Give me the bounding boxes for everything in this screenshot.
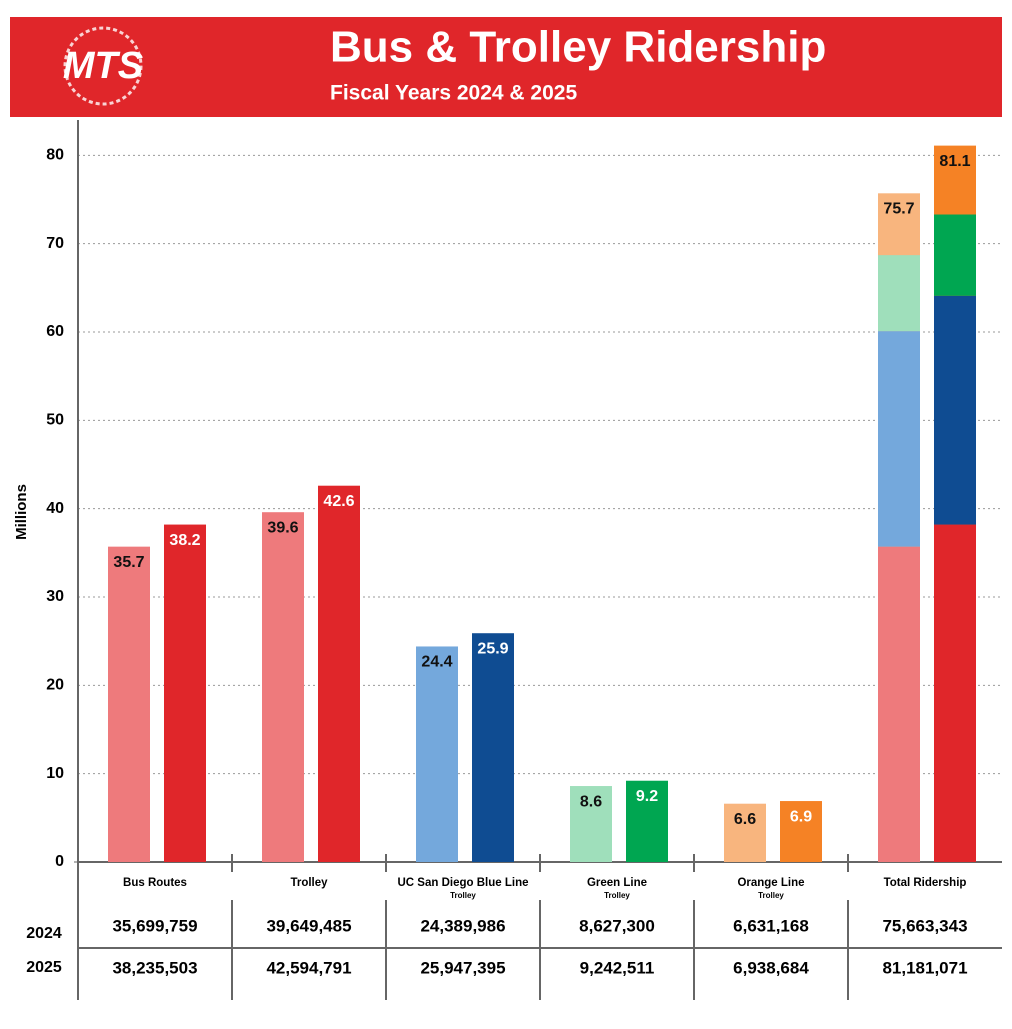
logo: MTS [63, 45, 143, 87]
x-tick-label: Bus Routes [123, 877, 187, 889]
bar [164, 524, 206, 862]
y-tick-label: 60 [46, 323, 64, 340]
y-tick-label: 70 [46, 235, 64, 252]
bar [262, 512, 304, 862]
table-cell: 8,627,300 [579, 916, 655, 935]
value-label: 38.2 [169, 532, 200, 549]
y-axis-label: Millions [13, 484, 30, 540]
bar-segment [878, 255, 920, 332]
bar [780, 801, 822, 862]
table-cell: 81,181,071 [882, 958, 967, 977]
y-tick-label: 30 [46, 588, 64, 605]
table-cell: 35,699,759 [112, 916, 197, 935]
bar-segment [878, 546, 920, 862]
bar [724, 803, 766, 862]
banner [10, 17, 1002, 117]
value-label: 25.9 [477, 640, 508, 657]
y-tick-label: 20 [46, 677, 64, 694]
logo-ring [63, 26, 143, 106]
x-tick-note: Trolley [758, 891, 784, 900]
y-tick-label: 40 [46, 500, 64, 517]
y-tick-label: 80 [46, 147, 64, 164]
bar [318, 485, 360, 862]
x-tick-label: Trolley [290, 877, 328, 889]
x-tick-note: Trolley [604, 891, 630, 900]
table-cell: 6,631,168 [733, 916, 809, 935]
x-tick-label: Total Ridership [884, 877, 967, 889]
row-label: 2024 [26, 925, 62, 942]
table-cell: 75,663,343 [882, 916, 967, 935]
x-tick-label: UC San Diego Blue Line [398, 877, 529, 889]
table-cell: 9,242,511 [580, 958, 655, 977]
table-cell: 24,389,986 [420, 916, 505, 935]
table-cell: 38,235,503 [112, 958, 197, 977]
bar [416, 646, 458, 862]
value-label: 42.6 [323, 493, 354, 510]
bar-segment [878, 331, 920, 547]
bar [108, 546, 150, 862]
value-label: 9.2 [636, 788, 658, 805]
bar [472, 633, 514, 862]
table-cell: 25,947,395 [420, 958, 505, 977]
x-tick-label: Green Line [587, 877, 647, 889]
table-cell: 6,938,684 [733, 958, 809, 977]
table-cell: 39,649,485 [266, 916, 351, 935]
value-label: 81.1 [939, 153, 970, 170]
y-tick-label: 50 [46, 412, 64, 429]
table-cell: 42,594,791 [266, 958, 351, 977]
bar [570, 786, 612, 862]
chart-title: Bus & Trolley Ridership [330, 23, 826, 72]
y-tick-label: 10 [46, 765, 64, 782]
value-label: 39.6 [267, 519, 298, 536]
x-tick-label: Orange Line [737, 877, 804, 889]
value-label: 8.6 [580, 793, 602, 810]
x-tick-note: Trolley [450, 891, 476, 900]
value-label: 24.4 [421, 654, 452, 671]
value-label: 75.7 [883, 201, 914, 218]
y-tick-label: 0 [55, 853, 64, 870]
bar-segment [934, 214, 976, 296]
row-label: 2025 [26, 959, 62, 976]
chart-subtitle: Fiscal Years 2024 & 2025 [330, 82, 577, 105]
bar-segment [934, 295, 976, 525]
value-label: 35.7 [113, 554, 144, 571]
value-label: 6.9 [790, 808, 812, 825]
bar-segment [934, 524, 976, 862]
value-label: 6.6 [734, 811, 756, 828]
bar [626, 780, 668, 862]
